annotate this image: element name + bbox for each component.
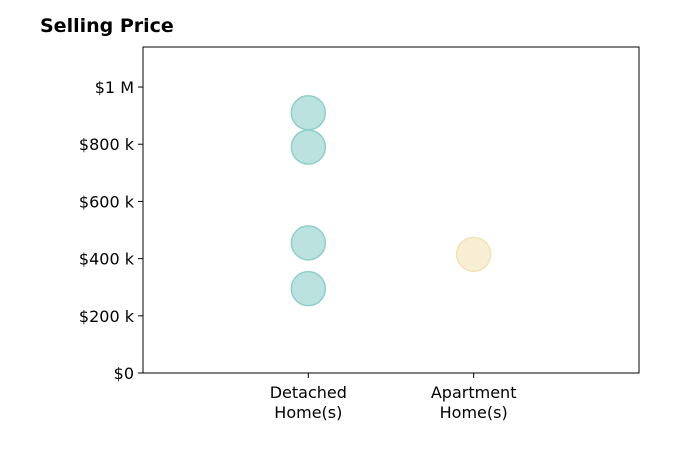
plot-area-frame bbox=[142, 46, 640, 374]
chart-title: Selling Price bbox=[40, 15, 174, 37]
y-tick-label: $200 k bbox=[79, 307, 135, 326]
y-tick-label: $400 k bbox=[79, 250, 135, 269]
data-points bbox=[290, 95, 492, 307]
x-tick-label: Home(s) bbox=[440, 403, 508, 422]
data-point bbox=[290, 95, 327, 131]
y-tick-label: $800 k bbox=[79, 135, 135, 154]
x-tick-label: Apartment bbox=[431, 383, 517, 402]
y-tick-label: $0 bbox=[114, 364, 134, 383]
data-point bbox=[290, 270, 327, 307]
y-axis: $0 $200 k $400 k $600 k $800 k $1 M bbox=[79, 78, 143, 383]
data-point bbox=[290, 225, 327, 261]
x-tick-label: Detached bbox=[270, 383, 347, 402]
data-point bbox=[455, 236, 492, 273]
y-tick-label: $1 M bbox=[95, 78, 134, 97]
y-tick-label: $600 k bbox=[79, 192, 135, 211]
x-tick-label: Home(s) bbox=[274, 403, 342, 422]
data-point bbox=[290, 129, 327, 165]
